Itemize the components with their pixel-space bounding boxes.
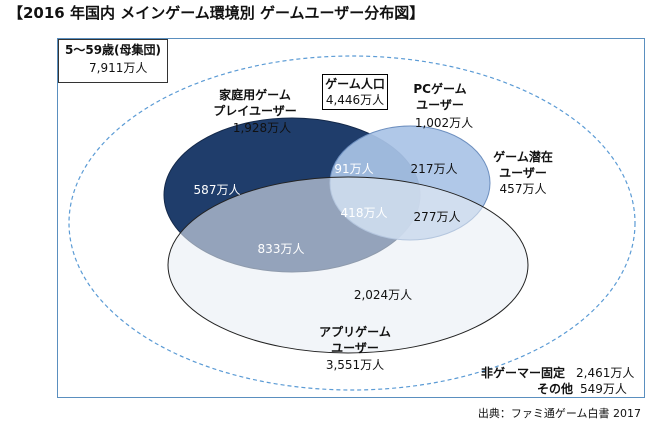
app-label-line2: ユーザー [331,341,379,355]
population-value: 7,911万人 [89,61,148,75]
non-gamer-label: 非ゲーマー固定 [481,366,566,380]
latent-user-boundary [68,55,636,391]
region-console-only: 587万人 [193,183,241,197]
latent-label-value: 457万人 [499,182,547,196]
chart-title: 【2016 年国内 メインゲーム環境別 ゲームユーザー分布図】 [8,4,425,22]
region-pc-app: 277万人 [413,210,461,224]
latent-label-line1: ゲーム潜在 [493,150,553,164]
region-app-only: 2,024万人 [353,288,413,302]
game-population-value: 4,446万人 [325,93,385,107]
console-label-line2: プレイユーザー [213,104,297,118]
region-console-pc: 91万人 [334,162,374,176]
app-user-ellipse [167,176,529,354]
population-frame [57,38,645,398]
source-note: 出典：ファミ通ゲーム白書 2017 [477,407,641,420]
population-label: 5～59歳(母集団) [65,43,162,57]
other-label: その他 [537,382,574,396]
region-all-three: 418万人 [340,206,388,220]
console-label-line1: 家庭用ゲーム [219,88,291,102]
other-value: 549万人 [580,382,627,396]
game-population-box: ゲーム人口 4,446万人 [322,74,388,110]
game-population-label: ゲーム人口 [325,77,385,91]
pc-label-line1: PCゲーム [413,82,467,96]
pc-label-line2: ユーザー [416,98,464,112]
app-label-value: 3,551万人 [325,358,385,372]
app-label-line1: アプリゲーム [319,325,391,339]
pc-label-value: 1,002万人 [414,116,474,130]
non-gamer-value: 2,461万人 [576,366,635,380]
region-pc-only: 217万人 [410,162,458,176]
population-box: 5～59歳(母集団) 7,911万人 [58,39,168,83]
console-label-value: 1,928万人 [232,121,292,135]
region-console-app: 833万人 [257,242,305,256]
latent-label-line2: ユーザー [499,166,547,180]
